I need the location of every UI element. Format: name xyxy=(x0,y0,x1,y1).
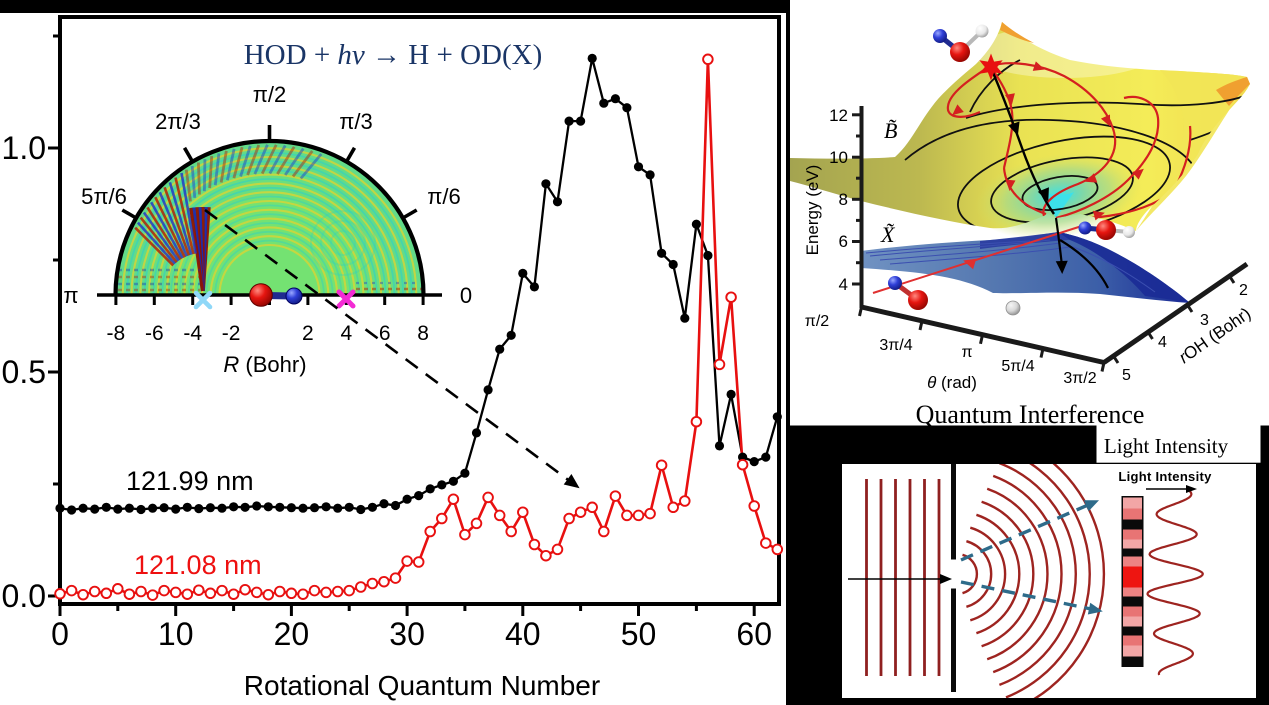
svg-text:Quantum Interference: Quantum Interference xyxy=(916,400,1145,429)
svg-text:2: 2 xyxy=(1239,282,1248,299)
svg-text:4: 4 xyxy=(340,322,352,345)
svg-text:2π/3: 2π/3 xyxy=(155,109,201,134)
svg-text:20: 20 xyxy=(274,616,310,652)
svg-text:π/2: π/2 xyxy=(805,313,829,330)
svg-text:-8: -8 xyxy=(107,322,126,345)
svg-text:Light Intensity: Light Intensity xyxy=(1104,434,1229,458)
svg-text:0.0: 0.0 xyxy=(2,578,46,614)
svg-text:2: 2 xyxy=(302,322,314,345)
svg-text:121.08 nm: 121.08 nm xyxy=(134,550,262,580)
svg-text:40: 40 xyxy=(505,616,541,652)
svg-text:X̃: X̃ xyxy=(880,222,896,247)
svg-text:10: 10 xyxy=(158,616,194,652)
svg-text:Rotational Quantum Number: Rotational Quantum Number xyxy=(244,670,600,701)
svg-text:θ (rad): θ (rad) xyxy=(927,373,977,392)
svg-text:Light Intensity: Light Intensity xyxy=(1118,469,1212,484)
svg-text:π: π xyxy=(961,344,972,361)
svg-text:12: 12 xyxy=(829,106,848,125)
svg-text:0: 0 xyxy=(51,616,69,652)
svg-text:1.0: 1.0 xyxy=(2,130,46,166)
svg-text:π/2: π/2 xyxy=(253,82,287,107)
svg-text:10: 10 xyxy=(829,148,848,167)
svg-text:B̃: B̃ xyxy=(884,118,897,143)
svg-text:30: 30 xyxy=(389,616,425,652)
svg-text:6: 6 xyxy=(379,322,391,345)
svg-text:60: 60 xyxy=(736,616,772,652)
svg-text:4: 4 xyxy=(839,275,848,294)
svg-text:3: 3 xyxy=(1200,312,1209,329)
svg-text:R (Bohr): R (Bohr) xyxy=(223,352,306,377)
svg-text:0: 0 xyxy=(460,283,472,308)
svg-text:6: 6 xyxy=(839,232,848,251)
svg-text:3π/4: 3π/4 xyxy=(879,337,912,354)
svg-text:-2: -2 xyxy=(222,322,241,345)
svg-text:π: π xyxy=(63,283,78,308)
svg-text:0.5: 0.5 xyxy=(2,354,46,390)
svg-text:8: 8 xyxy=(839,190,848,209)
svg-text:4: 4 xyxy=(1158,334,1167,351)
svg-text:HOD + hν → H + OD(X): HOD + hν → H + OD(X) xyxy=(244,39,543,71)
svg-text:8: 8 xyxy=(417,322,429,345)
svg-text:5: 5 xyxy=(1122,367,1131,384)
svg-text:π/6: π/6 xyxy=(427,184,461,209)
svg-text:-6: -6 xyxy=(145,322,164,345)
svg-text:3π/2: 3π/2 xyxy=(1063,370,1096,387)
svg-text:5π/4: 5π/4 xyxy=(1001,358,1034,375)
svg-text:5π/6: 5π/6 xyxy=(81,184,127,209)
svg-text:121.99 nm: 121.99 nm xyxy=(126,466,254,496)
svg-text:-4: -4 xyxy=(183,322,202,345)
svg-text:50: 50 xyxy=(621,616,657,652)
svg-text:Energy (eV): Energy (eV) xyxy=(803,165,822,256)
svg-text:π/3: π/3 xyxy=(339,109,373,134)
